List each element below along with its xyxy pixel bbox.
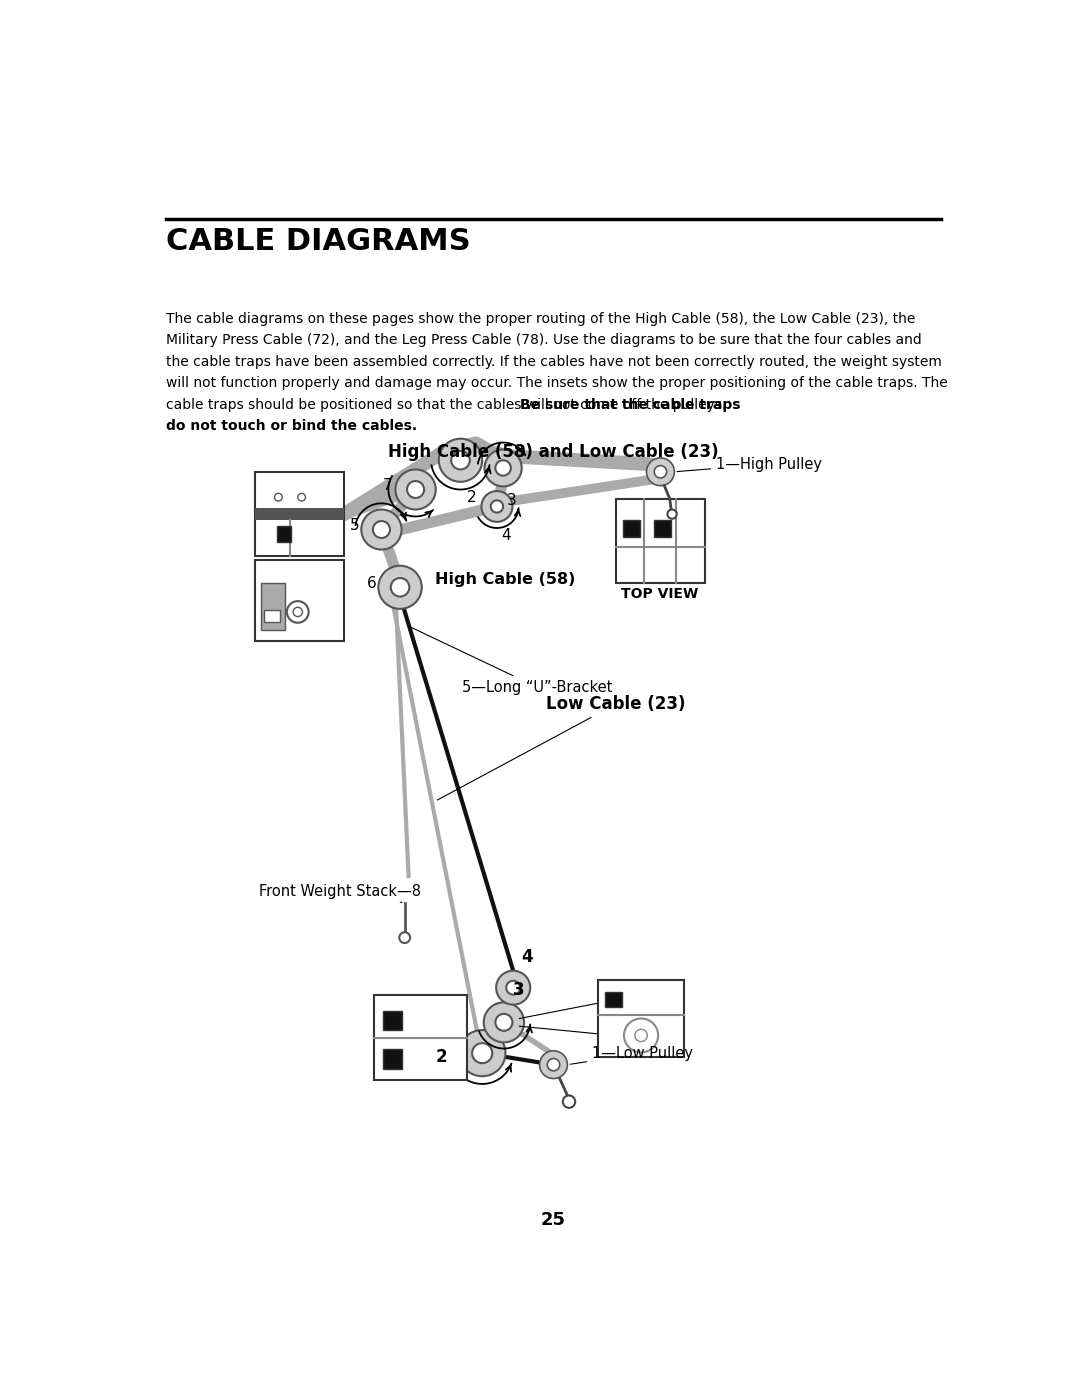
Text: 5—Long “U”-Bracket: 5—Long “U”-Bracket [410, 627, 612, 694]
Circle shape [459, 1030, 505, 1076]
Circle shape [635, 1030, 647, 1042]
Text: CABLE DIAGRAMS: CABLE DIAGRAMS [166, 226, 471, 256]
Circle shape [496, 1014, 512, 1031]
Bar [616, 499, 704, 584]
Text: High Cable (58): High Cable (58) [435, 573, 576, 587]
Text: High Cable (58) and Low Cable (23): High Cable (58) and Low Cable (23) [388, 443, 719, 461]
Circle shape [400, 932, 410, 943]
Circle shape [482, 490, 512, 522]
Bar [255, 472, 345, 556]
Circle shape [496, 460, 511, 475]
Circle shape [484, 1002, 524, 1042]
Circle shape [293, 608, 302, 616]
Text: 6: 6 [367, 576, 377, 591]
Circle shape [362, 510, 402, 549]
Circle shape [624, 1018, 658, 1052]
Bar [598, 979, 684, 1058]
Text: 3: 3 [507, 493, 516, 507]
Circle shape [451, 451, 470, 469]
Text: 4: 4 [521, 949, 532, 967]
Text: 3: 3 [513, 981, 525, 999]
Text: 2: 2 [467, 489, 476, 504]
Circle shape [274, 493, 282, 502]
Circle shape [373, 521, 390, 538]
Text: cable traps should be positioned so that the cables will not come off the pulley: cable traps should be positioned so that… [166, 398, 731, 412]
Circle shape [395, 469, 435, 510]
Bar [383, 1011, 403, 1030]
Text: Be sure that the cable traps: Be sure that the cable traps [519, 398, 740, 412]
Text: do not touch or bind the cables.: do not touch or bind the cables. [166, 419, 417, 433]
Text: 25: 25 [541, 1211, 566, 1229]
Text: 7: 7 [382, 478, 392, 493]
Circle shape [507, 981, 521, 995]
Circle shape [287, 601, 309, 623]
Bar [255, 509, 345, 520]
Bar [265, 610, 280, 622]
Text: Front Weight Stack—8: Front Weight Stack—8 [259, 884, 421, 902]
Circle shape [654, 465, 666, 478]
Bar [654, 520, 672, 538]
Circle shape [407, 481, 424, 497]
Text: Low Cable (23): Low Cable (23) [437, 696, 685, 800]
Bar [623, 520, 640, 538]
Text: 1—High Pulley: 1—High Pulley [677, 457, 822, 472]
Bar [374, 996, 467, 1080]
Circle shape [298, 493, 306, 502]
Bar [261, 584, 284, 630]
Text: Military Press Cable (72), and the Leg Press Cable (78). Use the diagrams to be : Military Press Cable (72), and the Leg P… [166, 334, 921, 348]
Bar [383, 1049, 403, 1069]
Circle shape [667, 510, 677, 518]
Circle shape [496, 971, 530, 1004]
Circle shape [391, 578, 409, 597]
Circle shape [563, 1095, 576, 1108]
Circle shape [472, 1044, 492, 1063]
Circle shape [647, 458, 674, 486]
Bar [276, 527, 291, 542]
Text: will not function properly and damage may occur. The insets show the proper posi: will not function properly and damage ma… [166, 376, 948, 390]
Circle shape [540, 1051, 567, 1078]
Circle shape [438, 439, 482, 482]
Bar [605, 992, 622, 1007]
Text: 1—Low Pulley: 1—Low Pulley [570, 1045, 693, 1065]
Text: TOP VIEW: TOP VIEW [621, 587, 699, 601]
Circle shape [548, 1059, 559, 1071]
Text: 4: 4 [501, 528, 511, 543]
Bar [255, 560, 345, 641]
Circle shape [485, 450, 522, 486]
Circle shape [378, 566, 422, 609]
Text: The cable diagrams on these pages show the proper routing of the High Cable (58): The cable diagrams on these pages show t… [166, 312, 916, 326]
Text: 2: 2 [435, 1048, 447, 1066]
Text: the cable traps have been assembled correctly. If the cables have not been corre: the cable traps have been assembled corr… [166, 355, 942, 369]
Circle shape [490, 500, 503, 513]
Text: 5: 5 [350, 518, 360, 534]
